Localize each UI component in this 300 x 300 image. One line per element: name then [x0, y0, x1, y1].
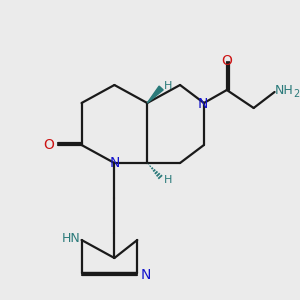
Text: N: N: [198, 97, 208, 111]
Text: N: N: [141, 268, 152, 282]
Text: H: H: [164, 81, 172, 91]
Text: HN: HN: [61, 232, 80, 244]
Text: 2: 2: [293, 89, 300, 99]
Text: NH: NH: [275, 85, 294, 98]
Text: O: O: [43, 138, 54, 152]
Polygon shape: [147, 86, 163, 103]
Text: H: H: [164, 175, 172, 185]
Text: N: N: [109, 156, 120, 170]
Text: O: O: [221, 54, 232, 68]
